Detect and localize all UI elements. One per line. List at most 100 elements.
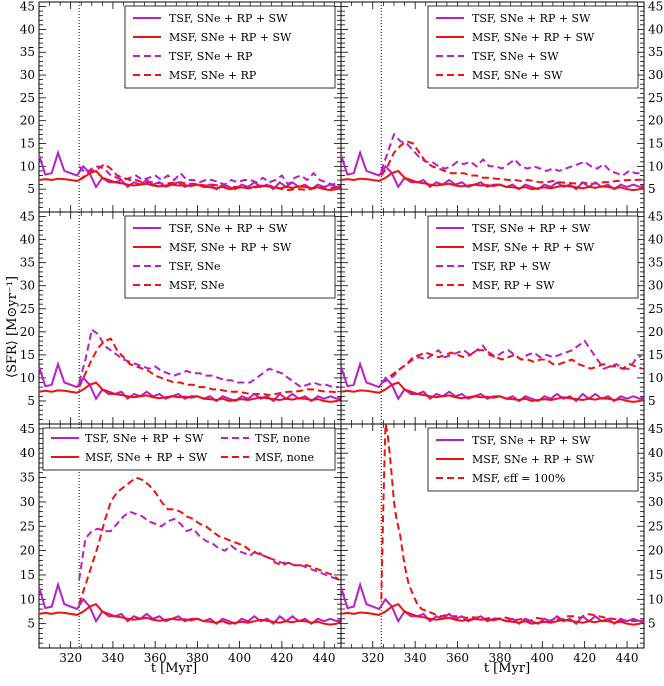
legend-entry-label: MSF, SNe + SW [472,69,563,82]
y-tick-label: 45 [648,422,663,436]
y-tick-label: 10 [648,159,663,173]
series-line-tsf-dashed [78,165,340,187]
x-tick-label: 400 [531,651,554,665]
y-tick-label: 10 [648,592,663,606]
x-tick-label: 360 [446,651,469,665]
y-tick-label: 10 [20,371,35,385]
x-tick-label: 360 [144,651,167,665]
y-tick-label: 35 [20,256,35,270]
panel-e: 5 10 15 20 25 30 35 40 45 320 340 360 380 400 420 440 TS… [20,422,342,665]
series-line-tsf-dashed [78,327,339,389]
y-tick-label: 40 [648,22,663,36]
series-line-msf-dashed [78,337,340,397]
panel-f: 5 10 15 20 25 30 35 40 45 320 340 360 380 400 420 440 TS… [340,422,663,665]
x-tick-label: 320 [361,651,384,665]
y-tick-label: 35 [648,45,663,59]
legend-entry-label: MSF, SNe + RP + SW [169,241,292,254]
y-axis-label: ⟨SFR⟩ [M⊙yr⁻¹] [5,276,20,378]
series-line-msf-full [38,603,342,626]
y-tick-label: 20 [20,544,35,558]
y-tick-label: 35 [20,471,35,485]
x-tick-label: 340 [404,651,427,665]
legend-box [42,427,336,471]
y-tick-label: 20 [648,544,663,558]
legend-entry-label: TSF, SNe + RP + SW [169,222,288,235]
x-axis-label-right: t [Myr] [484,661,530,676]
y-tick-label: 25 [20,519,35,533]
x-tick-label: 340 [101,651,124,665]
legend-entry-label: MSF, RP + SW [472,279,555,292]
series-line-msf-dashed [78,476,340,605]
y-tick-label: 30 [648,279,663,293]
legend-entry-label: MSF, SNe + RP [169,69,257,82]
y-tick-label: 35 [648,256,663,270]
y-tick-label: 20 [20,325,35,339]
y-tick-label: 20 [648,325,663,339]
y-tick-label: 15 [20,137,35,151]
y-tick-label: 45 [20,422,35,436]
panel-b: 5 10 15 20 25 30 35 40 45 TSF, SNe + RP + SW MSF, … [340,0,663,213]
legend-entry-label: MSF, ϵff = 100% [472,472,565,485]
series-line-msf-full [340,603,645,626]
y-tick-label: 5 [648,182,656,196]
legend-entry-label: TSF, SNe + RP + SW [85,432,204,445]
y-tick-label: 45 [20,0,35,14]
y-tick-label: 5 [27,182,35,196]
x-tick-label: 420 [573,651,596,665]
panel-d: 5 10 15 20 25 30 35 40 45 TSF, SNe + RP + SW MSF, … [340,210,663,425]
legend-entry-label: TSF, SNe + RP + SW [169,12,288,25]
y-tick-label: 40 [648,233,663,247]
series-line-msf-dashed [380,349,643,384]
y-tick-label: 30 [20,68,35,82]
y-tick-label: 25 [648,519,663,533]
x-tick-label: 440 [313,651,336,665]
y-tick-label: 10 [20,159,35,173]
y-tick-label: 35 [20,45,35,59]
panel-a: 5 10 15 20 25 30 35 40 45 TSF, SNe + RP + SW MSF, … [20,0,342,213]
legend-entry-label: TSF, none [255,432,310,445]
y-tick-label: 40 [20,233,35,247]
y-tick-label: 5 [648,394,656,408]
y-tick-label: 45 [648,0,663,14]
series-line-msf-full [340,169,645,192]
panel-c: 5 10 15 20 25 30 35 40 45 TSF, SNe + RP + SW MSF, … [20,210,342,425]
series-line-msf-dashed [380,140,642,185]
y-tick-label: 30 [648,68,663,82]
y-tick-label: 25 [648,302,663,316]
x-tick-label: 380 [186,651,209,665]
legend-entry-label: TSF, SNe + RP [169,50,253,63]
legend-entry-label: TSF, SNe + RP + SW [472,12,591,25]
y-tick-label: 25 [20,91,35,105]
series-line-msf-full [38,169,342,192]
legend-entry-label: TSF, SNe + RP + SW [472,222,591,235]
y-tick-label: 25 [648,91,663,105]
y-tick-label: 15 [648,568,663,582]
y-tick-label: 45 [648,210,663,224]
y-tick-label: 25 [20,302,35,316]
legend-entry-label: TSF, SNe + RP + SW [472,434,591,447]
y-tick-label: 40 [20,22,35,36]
series-line-msf-full [340,381,645,403]
y-tick-label: 10 [20,592,35,606]
y-tick-label: 20 [648,114,663,128]
series-line-tsf-full [340,581,645,626]
x-tick-label: 380 [488,651,511,665]
x-tick-label: 320 [59,651,82,665]
y-tick-label: 15 [20,348,35,362]
legend-entry-label: MSF, SNe + RP + SW [472,241,595,254]
y-tick-label: 15 [20,568,35,582]
y-tick-label: 40 [648,446,663,460]
legend-entry-label: MSF, SNe + RP + SW [472,453,595,466]
legend-entry-label: TSF, RP + SW [472,260,551,273]
x-tick-label: 420 [270,651,293,665]
y-tick-label: 20 [20,114,35,128]
legend-entry-label: MSF, SNe + RP + SW [472,31,595,44]
series-line-tsf-dashed [380,132,642,177]
series-line-tsf-full [340,360,645,403]
y-tick-label: 15 [648,137,663,151]
y-tick-label: 30 [20,279,35,293]
y-tick-label: 35 [648,471,663,485]
y-tick-label: 15 [648,348,663,362]
y-tick-label: 30 [648,495,663,509]
x-axis-label-left: t [Myr] [151,661,197,676]
